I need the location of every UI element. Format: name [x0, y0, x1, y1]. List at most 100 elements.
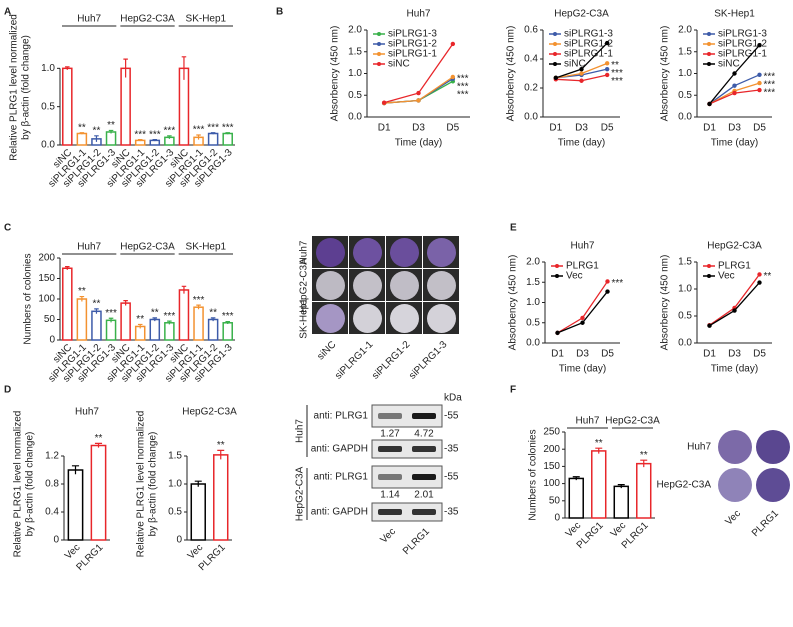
y-tick-label: 1.0	[678, 68, 692, 79]
significance: ***	[193, 295, 205, 306]
error-bar	[210, 132, 216, 135]
significance: **	[136, 314, 144, 325]
significance: **	[93, 298, 101, 309]
bar	[613, 485, 629, 519]
significance: **	[151, 308, 159, 319]
bar	[190, 483, 206, 541]
y-axis-label: by β-actin (fold change)	[148, 432, 159, 537]
band	[412, 446, 436, 452]
x-tick-label: Vec	[63, 542, 83, 562]
error-bar	[640, 459, 648, 468]
significance: **	[611, 60, 619, 71]
significance: ***	[164, 311, 176, 322]
significance: ***	[134, 129, 146, 140]
x-axis-label: Time (day)	[559, 364, 606, 375]
significance: ***	[222, 311, 234, 322]
point	[580, 315, 585, 321]
error-bar	[94, 442, 103, 448]
band	[378, 413, 402, 419]
y-tick-label: 1.0	[348, 68, 362, 79]
colony-well	[316, 304, 345, 333]
x-tick-label: D1	[378, 123, 391, 134]
error-bar	[572, 476, 580, 481]
x-tick-label: D3	[412, 123, 425, 134]
x-tick-label: D3	[576, 349, 589, 360]
x-tick-label: D5	[601, 349, 614, 360]
bar	[568, 477, 584, 519]
legend-marker	[553, 62, 557, 66]
x-tick-label: D3	[575, 123, 588, 134]
blot-box	[371, 439, 443, 459]
group-label: SK-Hep1	[186, 14, 227, 25]
error-bar	[194, 480, 202, 487]
lane-label: PLRG1	[401, 526, 432, 557]
colony-well	[427, 238, 456, 267]
x-tick-label: D1	[703, 349, 716, 360]
x-tick-label: D5	[753, 123, 766, 134]
colony-well	[353, 271, 382, 300]
colony-well	[390, 271, 419, 300]
panel-label: F	[510, 385, 516, 396]
bar	[120, 67, 131, 146]
significance: ***	[149, 129, 161, 140]
column-label: siPLRG1-3	[407, 339, 450, 382]
bar	[207, 132, 219, 146]
y-axis-label: Numbers of colonies	[23, 253, 34, 344]
legend-marker	[553, 42, 557, 46]
significance: ***	[764, 88, 776, 99]
bar	[105, 319, 117, 341]
colony-well	[353, 238, 382, 267]
significance: **	[78, 122, 86, 133]
error-bar	[225, 320, 230, 325]
significance: **	[217, 440, 225, 451]
chart-title: Huh7	[75, 407, 99, 418]
chart-title: HepG2-C3A	[707, 241, 762, 252]
bar	[76, 298, 88, 341]
bar	[178, 289, 190, 341]
error-bar	[152, 139, 158, 142]
error-bar	[196, 304, 201, 310]
y-tick-label: 0.4	[45, 507, 59, 518]
point	[605, 289, 610, 294]
error-bar	[196, 134, 201, 140]
column-label: PLRG1	[750, 508, 781, 539]
y-tick-label: 150	[543, 461, 560, 472]
error-bar	[137, 139, 143, 142]
y-tick-label: 50	[44, 314, 56, 325]
bar	[67, 469, 84, 541]
y-tick-label: 0.2	[524, 83, 538, 94]
significance: ***	[193, 125, 205, 136]
significance: ***	[105, 308, 117, 319]
y-axis-label: by β-actin (fold change)	[25, 432, 36, 537]
point	[580, 320, 585, 325]
error-bar	[123, 300, 128, 306]
y-tick-label: 0	[53, 535, 59, 546]
series-line	[709, 274, 761, 326]
error-bar	[65, 266, 70, 270]
column-label: siPLRG1-2	[370, 339, 413, 382]
colony-well	[390, 304, 419, 333]
error-bar	[71, 465, 80, 475]
error-bar	[123, 58, 128, 78]
row-label: HepG2-C3A	[299, 258, 310, 313]
band-label: anti: PLRG1	[314, 472, 369, 483]
legend-label: siNC	[388, 59, 410, 70]
panel-label: A	[4, 7, 11, 18]
y-axis-label: Relative PLRG1 level normalized	[136, 411, 147, 558]
column-label: siNC	[315, 339, 338, 362]
y-tick-label: 2.0	[526, 257, 540, 268]
point	[450, 74, 456, 80]
point	[555, 330, 560, 336]
colony-well	[718, 468, 752, 502]
legend-marker	[707, 32, 711, 36]
point	[579, 66, 584, 72]
error-bar	[94, 308, 99, 314]
point	[757, 272, 762, 277]
y-tick-label: 1.0	[526, 297, 540, 308]
colony-well	[756, 430, 790, 464]
group-label: HepG2-C3A	[605, 416, 660, 427]
error-bar	[167, 135, 172, 139]
bar	[90, 444, 107, 541]
point	[579, 71, 584, 76]
legend-label: PLRG1	[718, 261, 751, 272]
